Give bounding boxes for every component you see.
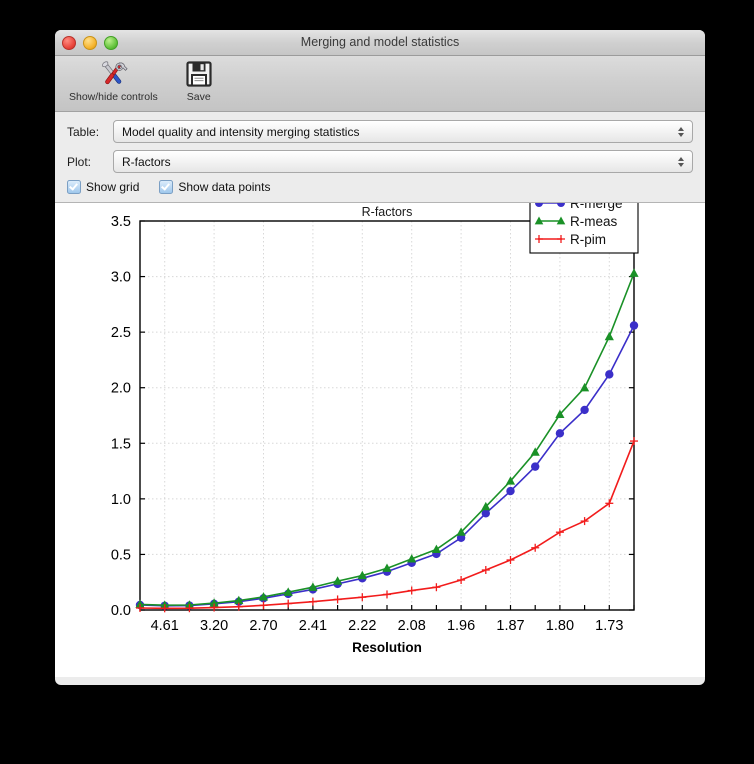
save-button[interactable]: Save — [174, 56, 224, 103]
checkmark-icon — [159, 180, 174, 194]
plot-panel: 0.0 0.5 1.0 1.5 2.0 2.5 3.0 3.5 4.61 3.20 2.70 2.41… — [55, 203, 705, 677]
y-tick-label: 3.5 — [111, 214, 131, 230]
minimize-button[interactable] — [83, 36, 97, 50]
data-point — [604, 331, 614, 341]
chart-title: R-factors — [362, 205, 413, 219]
save-label: Save — [186, 91, 211, 103]
table-select[interactable]: Model quality and intensity merging stat… — [113, 120, 693, 143]
close-button[interactable] — [62, 36, 76, 50]
x-axis-label: Resolution — [352, 640, 422, 655]
y-tick-label: 2.5 — [111, 325, 131, 341]
series-line — [139, 272, 635, 607]
y-tick-label: 0.0 — [111, 603, 131, 619]
y-tick-label: 3.0 — [111, 270, 131, 286]
data-point — [580, 382, 590, 392]
checkbox-row: Show grid Show data points — [67, 180, 693, 194]
axes-frame: 0.0 0.5 1.0 1.5 2.0 2.5 3.0 3.5 4.61 3.20 2.70 2.41… — [111, 214, 635, 634]
data-point — [605, 370, 614, 379]
title-bar: Merging and model statistics — [55, 30, 705, 56]
chevron-updown-icon — [678, 156, 684, 167]
data-point — [135, 599, 145, 609]
x-tick-label: 2.70 — [249, 618, 277, 634]
data-point — [555, 409, 565, 418]
data-point — [308, 582, 318, 591]
show-data-points-checkbox[interactable]: Show data points — [159, 180, 270, 194]
zoom-button[interactable] — [104, 36, 118, 50]
legend-label: R-pim — [570, 232, 606, 247]
y-tick-label: 1.5 — [111, 436, 131, 452]
x-tick-label: 3.20 — [200, 618, 228, 634]
x-tick-label: 1.96 — [447, 618, 475, 634]
data-point — [506, 486, 515, 496]
show-hide-controls-label: Show/hide controls — [69, 91, 158, 103]
chart-legend: R-merge R-meas R-pim — [529, 203, 639, 254]
show-grid-label: Show grid — [86, 180, 140, 194]
data-point — [531, 462, 540, 471]
y-tick-label: 0.5 — [111, 547, 131, 563]
legend-label: R-meas — [570, 214, 618, 229]
series-r-pim — [136, 437, 638, 613]
legend-label: R-merge — [570, 203, 623, 211]
y-tick-label: 2.0 — [111, 381, 131, 397]
chevron-updown-icon — [678, 126, 684, 137]
tools-icon — [69, 59, 158, 89]
x-tick-label: 1.87 — [496, 618, 524, 634]
legend-box — [529, 203, 639, 254]
data-point — [382, 563, 392, 572]
legend-marker — [535, 203, 543, 207]
data-point — [333, 576, 343, 585]
data-point — [555, 429, 565, 438]
r-factors-chart[interactable]: 0.0 0.5 1.0 1.5 2.0 2.5 3.0 3.5 4.61 3.20 2.70 2.41… — [55, 203, 705, 677]
x-tick-label: 2.22 — [348, 618, 376, 634]
plot-select[interactable]: R-factors — [113, 150, 693, 173]
data-point — [209, 598, 219, 607]
legend-marker — [556, 216, 566, 225]
table-row: Table: Model quality and intensity mergi… — [67, 120, 693, 143]
data-point — [505, 476, 516, 485]
data-point — [234, 595, 244, 605]
controls-panel: Table: Model quality and intensity mergi… — [55, 112, 705, 203]
x-tick-label: 2.41 — [299, 618, 327, 634]
show-grid-checkbox[interactable]: Show grid — [67, 180, 139, 194]
window-controls — [62, 36, 118, 50]
data-point — [629, 268, 639, 277]
plot-label: Plot: — [67, 154, 92, 169]
table-label: Table: — [67, 124, 100, 139]
data-point — [258, 592, 269, 601]
floppy-disk-save-icon — [174, 59, 224, 89]
show-hide-controls-button[interactable]: Show/hide controls — [69, 56, 158, 103]
app-window: Merging and model statistics — [55, 30, 705, 685]
grid-lines — [140, 221, 634, 610]
data-point — [456, 527, 466, 536]
x-tick-label: 1.73 — [595, 618, 623, 634]
x-tick-label: 1.80 — [546, 618, 574, 634]
data-point — [580, 405, 589, 415]
checkmark-icon — [67, 180, 81, 194]
y-tick-label: 1.0 — [111, 492, 131, 508]
plot-select-value: R-factors — [122, 154, 171, 169]
plot-row: Plot: R-factors — [67, 150, 693, 173]
show-data-points-label: Show data points — [178, 180, 271, 194]
data-point — [407, 554, 417, 563]
legend-marker — [557, 203, 565, 207]
x-tick-label: 2.08 — [398, 618, 426, 634]
data-point — [283, 587, 293, 596]
data-point — [481, 509, 490, 518]
legend-marker — [534, 216, 544, 225]
data-point — [431, 544, 441, 554]
data-point — [530, 447, 540, 456]
data-point — [481, 501, 491, 511]
window-title: Merging and model statistics — [300, 35, 460, 49]
data-point — [629, 321, 639, 330]
data-point — [357, 570, 367, 580]
table-select-value: Model quality and intensity merging stat… — [122, 124, 360, 139]
x-tick-label: 4.61 — [151, 618, 179, 634]
series-r-meas — [135, 268, 639, 609]
toolbar: Show/hide controls Save — [55, 56, 705, 112]
